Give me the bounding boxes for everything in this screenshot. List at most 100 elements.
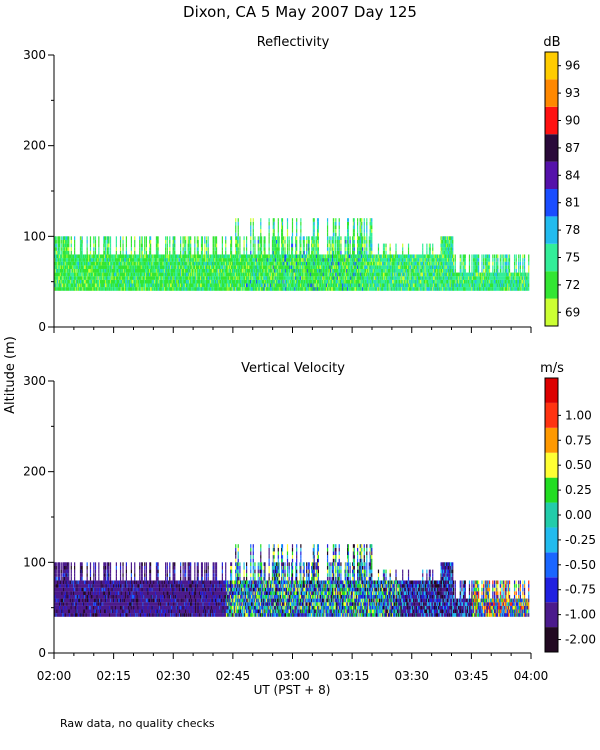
data-cell: [111, 272, 113, 277]
data-cell: [191, 261, 193, 266]
data-cell: [144, 279, 146, 284]
data-cell: [208, 254, 210, 259]
data-cell: [100, 272, 102, 277]
data-cell: [319, 276, 321, 280]
data-cell: [283, 258, 285, 262]
data-cell: [184, 287, 186, 291]
data-cell: [215, 243, 217, 248]
data-cell: [311, 239, 313, 244]
data-cell: [221, 254, 223, 259]
data-cell: [219, 265, 221, 269]
data-cell: [126, 279, 128, 284]
data-cell: [154, 279, 156, 284]
data-cell: [54, 272, 57, 277]
data-cell: [155, 258, 158, 262]
data-cell: [106, 283, 108, 288]
data-cell: [312, 229, 314, 233]
data-cell: [212, 279, 214, 284]
data-cell: [80, 239, 82, 244]
data-cell: [190, 265, 192, 269]
data-cell: [326, 229, 329, 233]
data-cell: [109, 287, 111, 291]
data-cell: [112, 279, 114, 284]
data-cell: [316, 239, 318, 244]
data-cell: [252, 258, 254, 262]
data-cell: [182, 261, 184, 266]
data-cell: [129, 265, 131, 269]
data-cell: [169, 272, 171, 277]
data-cell: [62, 272, 64, 277]
data-cell: [159, 258, 161, 262]
data-cell: [198, 265, 200, 269]
data-cell: [104, 258, 107, 262]
data-cell: [61, 268, 63, 273]
data-cell: [200, 287, 203, 291]
data-cell: [220, 258, 222, 262]
data-cell: [244, 272, 246, 277]
data-cell: [106, 236, 108, 240]
data-cell: [322, 283, 324, 288]
data-cell: [365, 276, 367, 280]
data-cell: [157, 239, 159, 244]
data-cell: [159, 265, 161, 269]
data-cell: [98, 247, 100, 251]
data-cell: [291, 250, 293, 255]
data-cell: [189, 279, 191, 284]
data-cell: [272, 258, 274, 262]
data-cell: [281, 261, 283, 266]
data-cell: [193, 272, 195, 277]
data-cell: [372, 287, 375, 291]
data-cell: [103, 283, 105, 288]
data-cell: [383, 261, 385, 266]
data-cell: [291, 229, 294, 233]
data-cell: [357, 250, 359, 255]
data-cell: [192, 287, 194, 291]
data-cell: [280, 254, 282, 259]
data-cell: [201, 279, 203, 284]
data-cell: [381, 287, 383, 291]
data-cell: [283, 283, 285, 288]
data-cell: [288, 243, 290, 248]
data-cell: [210, 276, 212, 280]
data-cell: [318, 287, 320, 291]
data-cell: [235, 279, 237, 284]
data-cell: [300, 229, 302, 233]
data-cell: [227, 276, 229, 280]
data-cell: [353, 261, 355, 266]
data-cell: [281, 239, 283, 244]
data-cell: [161, 272, 163, 277]
data-cell: [382, 276, 385, 280]
data-cell: [170, 258, 173, 262]
data-cell: [194, 243, 196, 248]
data-cell: [102, 254, 104, 259]
data-cell: [74, 261, 76, 266]
data-cell: [310, 265, 312, 269]
data-cell: [118, 254, 120, 259]
data-cell: [258, 276, 260, 280]
data-cell: [208, 287, 210, 291]
data-cell: [311, 243, 313, 248]
data-cell: [319, 258, 321, 262]
data-cell: [317, 254, 319, 259]
data-cell: [156, 254, 158, 259]
data-cell: [147, 287, 149, 291]
data-cell: [97, 258, 99, 262]
data-cell: [253, 261, 255, 266]
data-cell: [247, 254, 249, 259]
data-cell: [144, 258, 146, 262]
data-cell: [289, 283, 291, 288]
data-cell: [235, 283, 238, 288]
data-cell: [334, 258, 336, 262]
data-cell: [307, 272, 309, 277]
data-cell: [280, 287, 282, 291]
data-cell: [149, 265, 151, 269]
data-cell: [385, 268, 387, 273]
data-cell: [276, 254, 279, 259]
data-cell: [303, 254, 305, 259]
data-cell: [64, 236, 66, 240]
data-cell: [302, 268, 304, 273]
data-cell: [370, 283, 372, 288]
data-cell: [312, 250, 314, 255]
data-cell: [335, 276, 337, 280]
data-cell: [54, 268, 56, 273]
